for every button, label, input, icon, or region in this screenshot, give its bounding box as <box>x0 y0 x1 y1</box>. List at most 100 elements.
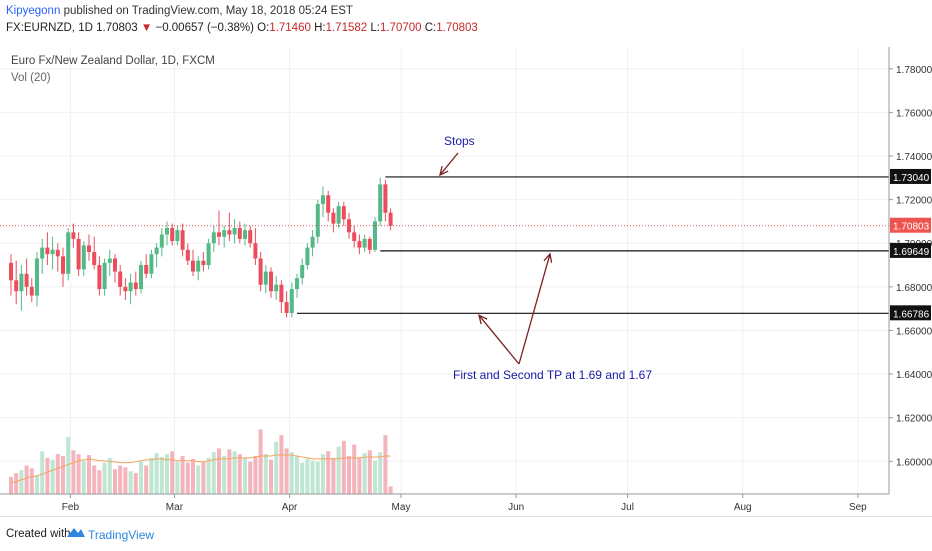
candle-body <box>66 232 71 274</box>
price-axis[interactable]: 1.780001.760001.740001.720001.700001.680… <box>889 65 932 468</box>
volume-bar <box>263 454 268 494</box>
high-value: 1.71582 <box>325 22 368 34</box>
volume-bar <box>154 453 159 494</box>
volume-bar <box>289 452 294 494</box>
candle-body <box>159 234 164 248</box>
volume-bar <box>61 456 65 494</box>
close-value: 1.70803 <box>436 22 478 34</box>
candle-body <box>227 230 232 235</box>
volume-bar <box>149 457 154 494</box>
candle-body <box>102 262 107 290</box>
volume-bar <box>383 435 388 494</box>
y-tick-label: 1.66000 <box>896 326 932 337</box>
candle-body <box>133 282 138 290</box>
candle-body <box>45 247 50 255</box>
author-link[interactable]: Kipyegonn <box>6 5 61 17</box>
candle-body <box>24 273 29 287</box>
volume-bar <box>139 461 143 494</box>
time-axis[interactable]: FebMarAprMayJunJulAugSepOct <box>62 494 932 513</box>
candle-body <box>232 227 237 235</box>
volume-bar <box>341 440 346 494</box>
last-price-label: 1.70803 <box>893 222 930 233</box>
volume-bar <box>321 454 325 494</box>
level-label-bg <box>890 305 931 321</box>
volume-bar <box>196 465 201 494</box>
volume-bar <box>165 454 169 494</box>
volume-bar <box>367 450 372 494</box>
volume-bar <box>310 460 315 494</box>
candle-body <box>128 282 133 292</box>
tradingview-brand[interactable]: TradingView <box>88 528 155 542</box>
volume-bar <box>24 465 29 494</box>
volume-bar <box>295 456 299 494</box>
volume-bar <box>123 467 128 494</box>
candle-body <box>139 265 143 290</box>
candle-body <box>373 221 377 250</box>
candle-body <box>191 260 195 272</box>
volume-bar <box>185 462 190 494</box>
volume-bar <box>97 470 102 494</box>
candle-body <box>175 230 180 242</box>
candle-body <box>61 256 65 274</box>
volume-bar <box>128 471 133 494</box>
candle-body <box>284 302 289 314</box>
volume-bar <box>347 456 351 494</box>
volume-bar <box>66 437 71 494</box>
candle-body <box>71 232 76 239</box>
open-label: O: <box>257 22 270 34</box>
volume-bar <box>50 459 55 494</box>
last-price-value: 1.70803 <box>96 22 138 34</box>
created-with-text: Created with <box>6 528 71 540</box>
volume-bar <box>81 460 86 494</box>
volume-bar <box>237 454 242 494</box>
candle-body <box>263 271 268 285</box>
volume-bar <box>9 476 13 494</box>
footer: Created with TradingView <box>0 516 932 551</box>
candle-body <box>76 238 81 270</box>
candle-body <box>113 258 117 272</box>
candle-body <box>118 271 123 287</box>
price-chart[interactable]: Stops First and Second TP at 1.69 and 1.… <box>0 0 932 516</box>
volume-ma-line <box>10 454 391 484</box>
volume-bar <box>14 473 19 494</box>
volume-bar <box>326 451 331 494</box>
volume-bar <box>305 458 310 494</box>
candle-body <box>97 265 102 290</box>
volume-bar <box>92 465 97 494</box>
candle-body <box>19 273 24 292</box>
volume-bar <box>180 456 185 494</box>
candle-body <box>315 203 320 237</box>
x-tick-label: Feb <box>62 502 80 513</box>
y-tick-label: 1.78000 <box>896 65 932 76</box>
volume-bar <box>170 451 175 494</box>
x-tick-label: Aug <box>734 502 752 513</box>
volume-bar <box>206 457 211 494</box>
candle-body <box>14 280 19 292</box>
horizontal-levels[interactable] <box>297 176 889 314</box>
arrow-line <box>439 152 459 176</box>
price-axis-labels: 1.73040 1.69649 1.66786 1.70803 <box>890 168 931 321</box>
y-tick-label: 1.72000 <box>896 196 932 207</box>
volume-bar <box>284 448 289 494</box>
volume-bar <box>352 444 357 494</box>
candle-body <box>269 271 273 292</box>
y-tick-label: 1.74000 <box>896 152 932 163</box>
candle-body <box>388 212 393 226</box>
chart-background <box>0 47 932 516</box>
candle-body <box>123 286 128 292</box>
volume-bar <box>191 458 195 494</box>
volume-bar <box>76 454 81 494</box>
candle-body <box>185 249 190 261</box>
candle-body <box>29 286 34 296</box>
candle-body <box>81 245 86 270</box>
y-tick-label: 1.76000 <box>896 108 932 119</box>
y-tick-label: 1.68000 <box>896 283 932 294</box>
candle-body <box>40 247 45 259</box>
volume-bar <box>373 460 377 494</box>
symbol-label: FX:EURNZD, 1D <box>6 22 93 34</box>
volume-bar <box>175 461 180 494</box>
candle-body <box>165 227 169 235</box>
volume-bar <box>35 475 39 494</box>
candle-body <box>258 258 263 285</box>
candle-body <box>331 212 336 224</box>
